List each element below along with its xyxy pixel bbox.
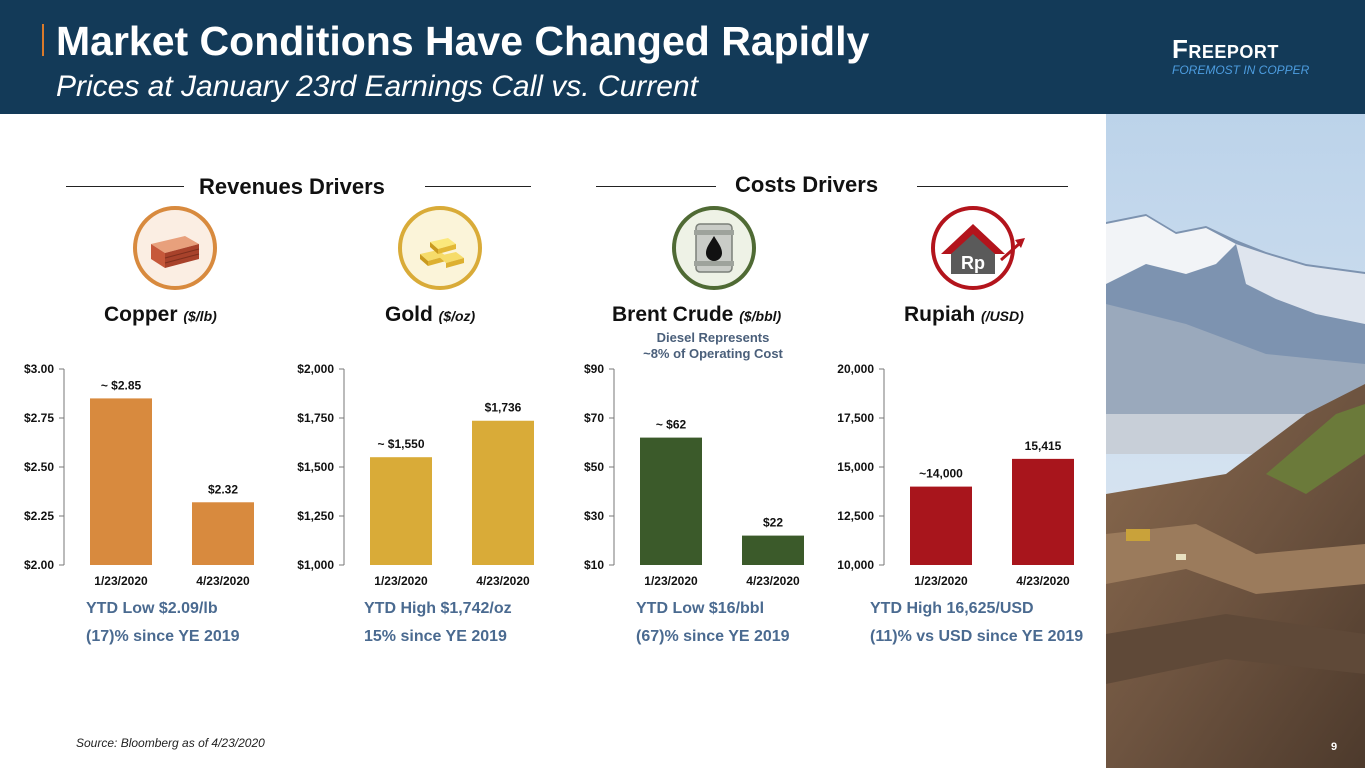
costs-drivers-heading: Costs Drivers <box>735 172 879 197</box>
rupiah-stat-line1: YTD High 16,625/USD <box>870 600 1034 617</box>
gold-stat-line1: YTD High $1,742/oz <box>364 600 512 617</box>
y-tick-label: $2.00 <box>24 558 54 572</box>
page-title: Market Conditions Have Changed Rapidly <box>56 18 870 64</box>
gold-chart-title: Gold ($/oz) <box>385 303 475 327</box>
data-label: $22 <box>763 516 783 530</box>
y-tick-label: $2.25 <box>24 509 54 523</box>
rupiah-title-text: Rupiah <box>904 303 976 326</box>
brent-stat-line1: YTD Low $16/bbl <box>636 600 765 617</box>
header-banner: Market Conditions Have Changed Rapidly P… <box>0 0 1365 114</box>
svg-text:Rp: Rp <box>961 253 985 273</box>
data-label: $2.32 <box>208 482 238 496</box>
copper-chart: $2.00 $2.25 $2.50 $2.75 $3.00 ~ $2.85 1/23/202… <box>0 355 270 600</box>
y-tick-label: $2.75 <box>24 411 54 425</box>
rupiah-chart-title: Rupiah (/USD) <box>904 303 1024 327</box>
copper-stat-line1: YTD Low $2.09/lb <box>86 600 218 617</box>
brent-unit: ($/bbl) <box>739 308 782 324</box>
bar <box>640 437 702 565</box>
brent-chart-svg: $10 $30 $50 $70 $90 ~ $62 1/23/2020 $22 4/23/202… <box>584 362 804 588</box>
copper-chart-svg: $2.00 $2.25 $2.50 $2.75 $3.00 ~ $2.85 1/23/202… <box>24 362 254 588</box>
y-tick-label: 15,000 <box>837 460 874 474</box>
bar <box>910 486 972 565</box>
logo-name: Freeport <box>1172 34 1279 64</box>
copper-chart-title: Copper ($/lb) <box>104 303 217 327</box>
y-tick-label: $50 <box>584 460 604 474</box>
diesel-note-line1: Diesel Represents <box>656 330 770 345</box>
gold-stat-line2: 15% since YE 2019 <box>364 628 507 645</box>
data-label: $1,736 <box>485 401 522 415</box>
data-label: ~ $1,550 <box>377 437 424 451</box>
gold-chart-svg: $1,000 $1,250 $1,500 $1,750 $2,000 ~ $1,550 1/… <box>297 362 534 588</box>
y-tick-label: 17,500 <box>837 411 874 425</box>
oil-barrel-icon <box>672 206 756 290</box>
bar <box>742 535 804 565</box>
gold-unit: ($/oz) <box>438 308 476 324</box>
x-tick-label: 1/23/2020 <box>374 574 428 588</box>
gold-title-text: Gold <box>385 303 433 326</box>
costs-rule-left <box>596 186 716 187</box>
x-tick-label: 1/23/2020 <box>644 574 698 588</box>
y-tick-label: $3.00 <box>24 362 54 376</box>
diesel-note: Diesel Represents ~8% of Operating Cost <box>620 330 806 362</box>
rupiah-chart: 10,000 12,500 15,000 17,500 20,000 ~14,000 1/2… <box>820 355 1090 600</box>
gold-chart: $1,000 $1,250 $1,500 $1,750 $2,000 ~ $1,550 1/… <box>280 355 550 600</box>
y-tick-label: $1,500 <box>297 460 334 474</box>
data-label: ~ $62 <box>656 418 687 432</box>
bar <box>1012 458 1074 565</box>
copper-unit: ($/lb) <box>183 308 217 324</box>
y-tick-label: 20,000 <box>837 362 874 376</box>
data-label: ~ $2.85 <box>101 378 142 392</box>
y-tick-label: $1,750 <box>297 411 334 425</box>
rupiah-stat-line2: (11)% vs USD since YE 2019 <box>870 628 1084 645</box>
y-tick-label: $2.50 <box>24 460 54 474</box>
costs-rule-right <box>917 186 1068 187</box>
x-tick-label: 1/23/2020 <box>914 574 968 588</box>
y-tick-label: $2,000 <box>297 362 334 376</box>
y-tick-label: $1,000 <box>297 558 334 572</box>
data-label: 15,415 <box>1025 439 1062 453</box>
bar <box>472 420 534 565</box>
revenues-drivers-heading: Revenues Drivers <box>199 174 385 199</box>
y-tick-label: $70 <box>584 411 604 425</box>
x-tick-label: 1/23/2020 <box>94 574 148 588</box>
freeport-logo: Freeport FOREMOST IN COPPER <box>1172 36 1342 77</box>
page-subtitle: Prices at January 23rd Earnings Call vs.… <box>56 70 698 103</box>
rupiah-chart-svg: 10,000 12,500 15,000 17,500 20,000 ~14,000 1/2… <box>837 362 1074 588</box>
brent-chart: $10 $30 $50 $70 $90 ~ $62 1/23/2020 $22 4/23/202… <box>550 355 820 600</box>
logo-tagline: FOREMOST IN COPPER <box>1172 63 1310 77</box>
copper-bars-icon <box>133 206 217 290</box>
gold-bars-icon <box>398 206 482 290</box>
x-tick-label: 4/23/2020 <box>746 574 800 588</box>
y-tick-label: $1,250 <box>297 509 334 523</box>
copper-stat-line2: (17)% since YE 2019 <box>86 628 240 645</box>
mine-landscape-photo <box>1106 114 1365 768</box>
x-tick-label: 4/23/2020 <box>476 574 530 588</box>
bar <box>370 457 432 565</box>
brent-title-text: Brent Crude <box>612 303 734 326</box>
diesel-note-line2: ~8% of Operating Cost <box>643 346 783 361</box>
page-number: 9 <box>1331 741 1338 753</box>
y-tick-label: $30 <box>584 509 604 523</box>
y-tick-label: 10,000 <box>837 558 874 572</box>
x-tick-label: 4/23/2020 <box>1016 574 1070 588</box>
source-note: Source: Bloomberg as of 4/23/2020 <box>76 736 265 750</box>
title-accent-bar <box>42 24 44 56</box>
brent-chart-title: Brent Crude ($/bbl) <box>612 303 781 327</box>
bar <box>90 398 152 565</box>
bar <box>192 502 254 565</box>
revenues-rule-left <box>66 186 184 187</box>
revenues-rule-right <box>425 186 531 187</box>
y-tick-label: 12,500 <box>837 509 874 523</box>
copper-title-text: Copper <box>104 303 178 326</box>
y-tick-label: $10 <box>584 558 604 572</box>
rupiah-unit: (/USD) <box>981 308 1024 324</box>
x-tick-label: 4/23/2020 <box>196 574 250 588</box>
brent-stat-line2: (67)% since YE 2019 <box>636 628 790 645</box>
rupiah-house-icon: Rp <box>931 206 1025 290</box>
y-tick-label: $90 <box>584 362 604 376</box>
data-label: ~14,000 <box>919 467 963 481</box>
